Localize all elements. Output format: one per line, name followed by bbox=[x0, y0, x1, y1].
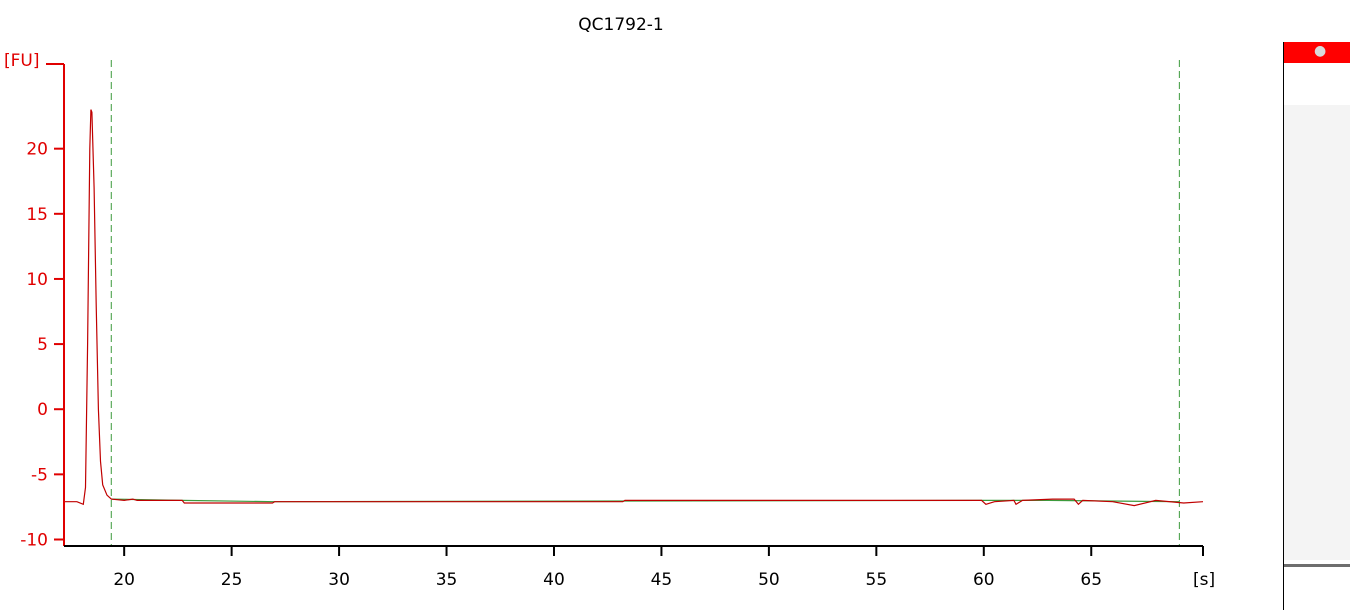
x-tick-label: 55 bbox=[866, 570, 888, 590]
y-tick-label: 5 bbox=[37, 335, 48, 355]
x-tick-label: 45 bbox=[651, 570, 673, 590]
y-axis-unit-label: [FU] bbox=[4, 51, 40, 71]
x-tick-label: 60 bbox=[973, 570, 995, 590]
legend-panel-header[interactable]: ● bbox=[1284, 42, 1350, 63]
legend-panel: ● bbox=[1283, 42, 1350, 610]
electropherogram-chart: QC1792-1 [FU] [s] -10 -5 0 5 10 15 20 20 25 30 35… bbox=[4, 15, 1215, 590]
x-tick-label: 50 bbox=[758, 570, 780, 590]
marker-lines bbox=[110, 60, 1180, 546]
x-axis-unit-label: [s] bbox=[1193, 570, 1215, 590]
y-tick-label: -5 bbox=[31, 465, 48, 485]
x-tick-label: 65 bbox=[1080, 570, 1102, 590]
gear-icon[interactable]: ● bbox=[1314, 43, 1327, 59]
x-axis-ticks: 20 25 30 35 40 45 50 55 60 65 bbox=[113, 546, 1204, 590]
chart-title: QC1792-1 bbox=[578, 15, 663, 35]
y-axis-ticks: -10 -5 0 5 10 15 20 bbox=[20, 140, 64, 550]
y-tick-label: 10 bbox=[26, 270, 48, 290]
legend-panel-divider bbox=[1284, 564, 1350, 567]
y-tick-label: 20 bbox=[26, 140, 48, 160]
legend-panel-body bbox=[1284, 105, 1350, 560]
y-tick-label: 15 bbox=[26, 205, 48, 225]
y-tick-label: 0 bbox=[37, 400, 48, 420]
x-tick-label: 25 bbox=[221, 570, 243, 590]
series-layer bbox=[64, 109, 1204, 507]
y-tick-label: -10 bbox=[20, 530, 48, 550]
x-tick-label: 40 bbox=[543, 570, 565, 590]
x-tick-label: 30 bbox=[328, 570, 350, 590]
x-tick-label: 35 bbox=[436, 570, 458, 590]
signal-trace bbox=[64, 109, 1204, 507]
x-tick-label: 20 bbox=[113, 570, 135, 590]
